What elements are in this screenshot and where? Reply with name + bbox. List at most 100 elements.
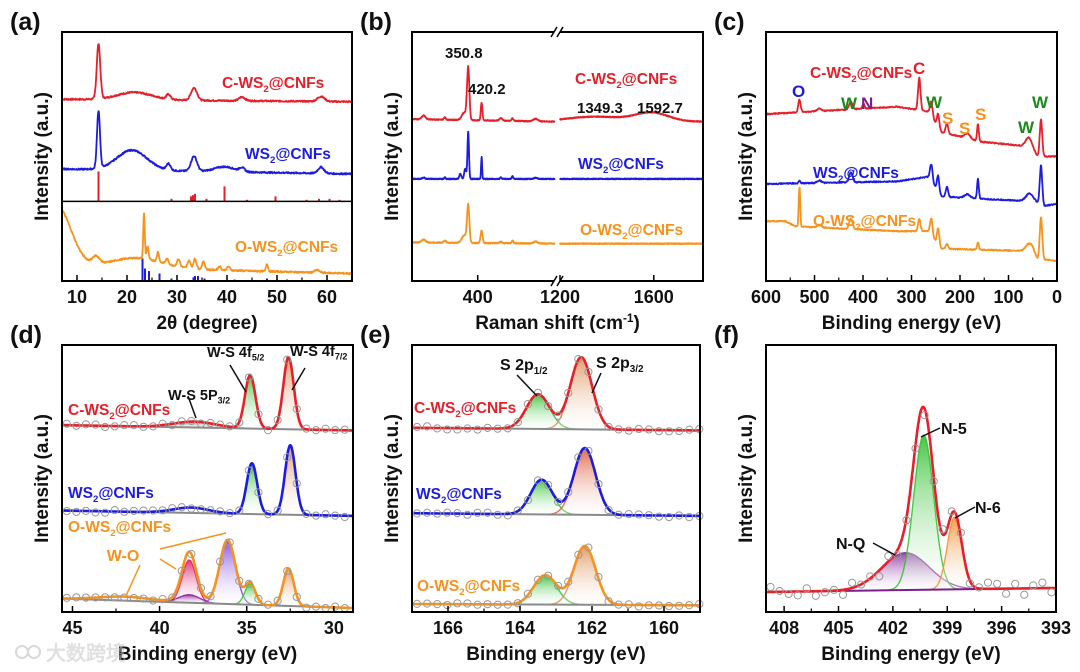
data-point-marker [929,477,938,486]
data-point-marker [129,506,138,515]
series-line [765,186,1058,263]
data-point-marker [62,593,71,602]
data-point-marker [564,388,573,398]
x-tick-label: 393 [1041,618,1071,638]
panel-c: (c) Intensity (a.u.) Binding energy (eV) 60… [714,8,1062,334]
x-tick-label: 10 [67,287,87,307]
element-label: S [959,119,970,138]
x-tick-label: 40 [150,618,170,638]
data-point-marker [273,506,282,515]
x-axis-label: Binding energy (eV) [466,644,645,665]
data-point-marker [129,421,138,430]
data-point-marker [216,420,225,429]
data-point-marker [983,578,993,587]
data-point-marker [654,601,664,610]
peak-annotation: 420.2 [468,81,506,98]
data-point-marker [564,487,573,497]
data-point-marker [857,580,866,589]
data-point-marker [225,422,234,431]
panel-label: (f) [714,321,739,349]
data-point-marker [533,575,543,584]
data-point-marker [920,411,929,420]
data-point-marker [523,399,533,409]
series-label: C-WS2​@CNFs [68,402,170,422]
data-point-marker [614,600,623,609]
x-tick-label: 40 [217,287,237,307]
data-point-marker [554,497,563,506]
data-point-marker [177,417,186,426]
data-point-marker [875,572,884,581]
data-point-marker [483,508,492,517]
axis-break-gap [554,277,560,285]
data-point-marker [644,425,653,434]
element-label: S [975,105,986,124]
peak-annotation: S 2p3/2​ [596,355,644,375]
annotation-leader [920,427,941,438]
data-point-marker [1020,590,1029,599]
annotation-leader [187,395,197,419]
data-point-marker [196,419,206,428]
annotation-leader [516,374,538,397]
data-point-marker [120,507,129,516]
peak-annotation: W-O [107,548,140,565]
peak-annotation: W-S 5P3/2​ [168,388,230,406]
series-label: C-WS2​@CNFs [810,65,912,85]
data-point-marker [311,602,321,611]
x-axis-label: Binding energy (eV) [822,313,1001,334]
annotation-leader [591,372,602,394]
data-point-marker [331,425,340,435]
data-point-marker [412,599,422,608]
data-point-marker [483,600,492,609]
y-axis-label: Intensity (a.u.) [382,92,403,221]
data-point-marker [423,599,432,608]
watermark-text: 大数跨境 [46,641,126,665]
x-tick-label: 300 [896,287,926,307]
plot-frame [61,31,353,282]
data-point-marker [829,585,839,594]
data-point-marker [604,597,613,606]
data-point-marker [664,512,674,522]
component-fill [929,517,980,590]
data-point-marker [331,602,340,611]
data-point-marker [523,495,533,505]
data-point-marker [847,578,857,587]
data-point-marker [283,567,292,576]
data-point-marker [838,590,848,599]
data-point-marker [62,419,71,428]
data-point-marker [206,506,215,515]
data-point-marker [292,479,301,488]
y-axis-label: Intensity (a.u.) [736,414,757,543]
plot-frame [61,344,354,613]
x-axis-label: Binding energy (eV) [821,644,1000,665]
x-tick-label: 164 [505,618,535,638]
component-peak-line [165,559,213,604]
element-label: W [926,93,943,112]
panel-label: (c) [714,8,745,36]
data-point-marker [654,512,664,521]
annotation-leader [124,564,141,599]
data-point-marker [473,600,482,609]
data-point-marker [624,426,633,435]
peak-annotation: W-S 4f7/2​ [290,344,347,362]
data-point-marker [62,506,71,516]
data-point-marker [644,601,653,610]
series-line [765,163,1058,207]
data-point-marker [866,572,875,581]
data-point-marker [129,593,138,603]
data-point-marker [254,594,263,603]
x-tick-label: 100 [993,287,1023,307]
panel-f: (f) Intensity (a.u.) Binding energy (eV) 40… [714,321,1071,665]
data-point-marker [574,354,583,364]
data-point-marker [412,422,422,432]
data-point-marker [911,444,920,453]
series-line [411,65,556,123]
data-point-marker [675,426,684,436]
x-tick-label: 160 [649,618,679,638]
panel-label: (a) [10,8,41,36]
data-point-marker [634,424,643,434]
data-point-marker [483,423,492,432]
data-point-marker [1002,589,1011,598]
element-label: W [1032,93,1049,112]
x-tick-label: 408 [769,618,799,638]
panel-label: (b) [360,8,392,36]
